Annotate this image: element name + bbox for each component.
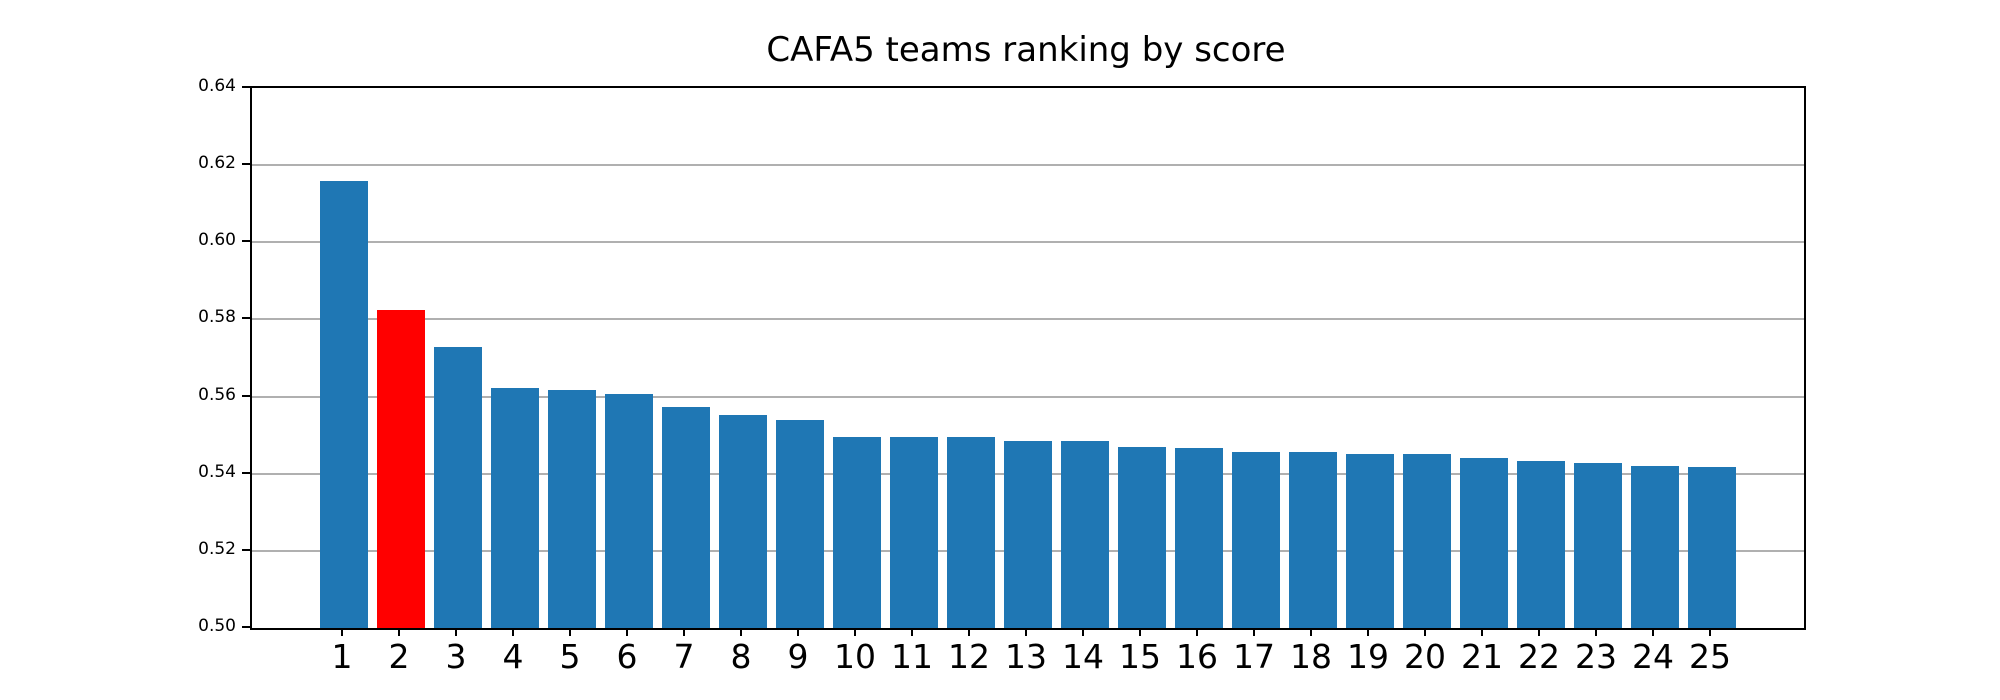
- bar-4: [491, 387, 539, 628]
- bar-1: [320, 180, 368, 628]
- bar-23: [1574, 462, 1622, 628]
- bar-10: [833, 436, 881, 628]
- x-tick-label: 23: [1575, 637, 1617, 676]
- x-tick-label: 20: [1404, 637, 1446, 676]
- x-tick-mark: [1424, 628, 1426, 636]
- x-tick-mark: [398, 628, 400, 636]
- y-tick-label: 0.54: [198, 461, 236, 482]
- bar-11: [890, 437, 938, 628]
- x-tick-label: 18: [1290, 637, 1332, 676]
- x-tick-mark: [683, 628, 685, 636]
- x-tick-mark: [1595, 628, 1597, 636]
- bar-24: [1631, 465, 1679, 628]
- x-tick-mark: [1310, 628, 1312, 636]
- x-tick-label: 9: [787, 637, 809, 676]
- x-tick-label: 11: [891, 637, 933, 676]
- y-tick-label: 0.62: [198, 153, 236, 174]
- x-tick-mark: [1139, 628, 1141, 636]
- x-tick-mark: [341, 628, 343, 636]
- x-tick-label: 7: [673, 637, 695, 676]
- x-tick-mark: [1481, 628, 1483, 636]
- x-tick-mark: [1367, 628, 1369, 636]
- x-tick-label: 4: [502, 637, 524, 676]
- chart-title: CAFA5 teams ranking by score: [766, 30, 1286, 70]
- bar-14: [1061, 441, 1109, 628]
- bar-2: [377, 309, 425, 628]
- x-tick-label: 15: [1119, 637, 1161, 676]
- y-tick-label: 0.50: [198, 616, 236, 636]
- x-tick-label: 14: [1062, 637, 1104, 676]
- x-tick-mark: [911, 628, 913, 636]
- x-tick-mark: [1652, 628, 1654, 636]
- bar-17: [1232, 451, 1280, 628]
- x-tick-mark: [1538, 628, 1540, 636]
- x-tick-label: 22: [1518, 637, 1560, 676]
- y-tick-mark: [242, 240, 250, 243]
- y-tick-mark: [242, 86, 250, 88]
- bar-5: [548, 390, 596, 628]
- x-tick-label: 25: [1689, 637, 1731, 676]
- y-tick-label: 0.60: [198, 230, 236, 251]
- gridline: [252, 241, 1804, 244]
- y-tick-mark: [242, 394, 250, 397]
- bar-25: [1688, 466, 1736, 628]
- plot-area: [250, 86, 1806, 630]
- y-tick-label: 0.56: [198, 384, 236, 405]
- x-tick-label: 5: [559, 637, 581, 676]
- bar-8: [719, 415, 767, 628]
- x-tick-mark: [1025, 628, 1027, 636]
- bar-3: [434, 347, 482, 628]
- x-tick-label: 19: [1347, 637, 1389, 676]
- x-tick-label: 3: [445, 637, 467, 676]
- x-tick-label: 12: [948, 637, 990, 676]
- x-tick-label: 1: [331, 637, 353, 676]
- y-tick-label: 0.64: [198, 76, 236, 96]
- y-tick-label: 0.52: [198, 538, 236, 559]
- x-tick-mark: [740, 628, 742, 636]
- x-tick-mark: [1709, 628, 1711, 636]
- y-tick-mark: [242, 317, 250, 320]
- bar-9: [776, 419, 824, 628]
- y-tick-label: 0.58: [198, 307, 236, 328]
- bar-18: [1289, 451, 1337, 628]
- x-tick-label: 6: [616, 637, 638, 676]
- x-tick-label: 2: [388, 637, 410, 676]
- x-tick-label: 21: [1461, 637, 1503, 676]
- x-tick-mark: [1082, 628, 1084, 636]
- y-tick-mark: [242, 626, 250, 628]
- bar-13: [1004, 441, 1052, 628]
- x-tick-label: 24: [1632, 637, 1674, 676]
- x-tick-mark: [1196, 628, 1198, 636]
- gridline: [252, 395, 1804, 398]
- bar-22: [1517, 461, 1565, 628]
- x-tick-label: 17: [1233, 637, 1275, 676]
- y-tick-mark: [242, 548, 250, 551]
- bar-6: [605, 394, 653, 628]
- x-tick-mark: [854, 628, 856, 636]
- y-tick-mark: [242, 163, 250, 166]
- gridline: [252, 318, 1804, 321]
- x-tick-mark: [569, 628, 571, 636]
- x-tick-label: 16: [1176, 637, 1218, 676]
- x-tick-mark: [797, 628, 799, 636]
- bar-16: [1175, 448, 1223, 628]
- bar-15: [1118, 447, 1166, 628]
- bar-7: [662, 407, 710, 628]
- x-tick-mark: [455, 628, 457, 636]
- x-tick-mark: [626, 628, 628, 636]
- bar-20: [1403, 454, 1451, 628]
- x-tick-label: 13: [1005, 637, 1047, 676]
- y-tick-mark: [242, 471, 250, 474]
- x-tick-mark: [512, 628, 514, 636]
- x-tick-label: 8: [730, 637, 752, 676]
- x-tick-mark: [968, 628, 970, 636]
- x-tick-mark: [1253, 628, 1255, 636]
- x-tick-label: 10: [834, 637, 876, 676]
- gridline: [252, 164, 1804, 167]
- bar-21: [1460, 457, 1508, 628]
- bar-19: [1346, 454, 1394, 628]
- bar-12: [947, 437, 995, 628]
